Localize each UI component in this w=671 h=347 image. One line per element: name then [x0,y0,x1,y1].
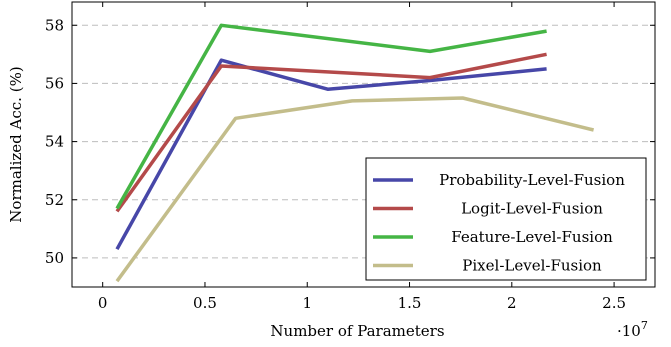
series-line-1 [115,52,547,213]
axis-ticks [72,2,655,287]
x-tick-label: 2.5 [602,294,626,312]
legend-label: Pixel-Level-Fusion [462,257,602,275]
x-tick-label: 0.5 [193,294,217,312]
plot-frame [71,1,656,288]
x-tick-label: 1.5 [398,294,422,312]
x-tick-label: 0 [98,294,108,312]
series-line-0 [115,58,547,251]
x-axis-multiplier-exponent: 7 [641,319,648,332]
legend-label: Logit-Level-Fusion [461,200,603,218]
legend-item: Logit-Level-Fusion [373,200,603,218]
y-tick-label: 56 [45,74,64,92]
x-tick-label: 1 [302,294,312,312]
y-tick-label: 58 [45,16,64,34]
x-axis-multiplier-base: ·10 [617,322,641,340]
legend: Probability-Level-Fusion Logit-Level-Fusi… [365,157,647,281]
x-axis-label: Number of Parameters [270,322,444,340]
y-tick-label: 52 [45,191,64,209]
x-tick-label: 2 [507,294,517,312]
series-line-2 [115,23,547,210]
y-axis-label: Normalized Acc. (%) [7,66,25,222]
legend-label: Probability-Level-Fusion [439,171,625,189]
legend-item: Pixel-Level-Fusion [373,257,602,275]
legend-item: Feature-Level-Fusion [373,228,613,246]
y-tick-label: 50 [45,249,64,267]
legend-item: Probability-Level-Fusion [373,171,625,189]
series-lines [115,23,595,283]
legend-label: Feature-Level-Fusion [451,228,613,246]
series-line-3 [115,96,595,283]
y-tick-label: 54 [45,133,64,151]
x-axis-multiplier: ·107 [617,319,648,340]
